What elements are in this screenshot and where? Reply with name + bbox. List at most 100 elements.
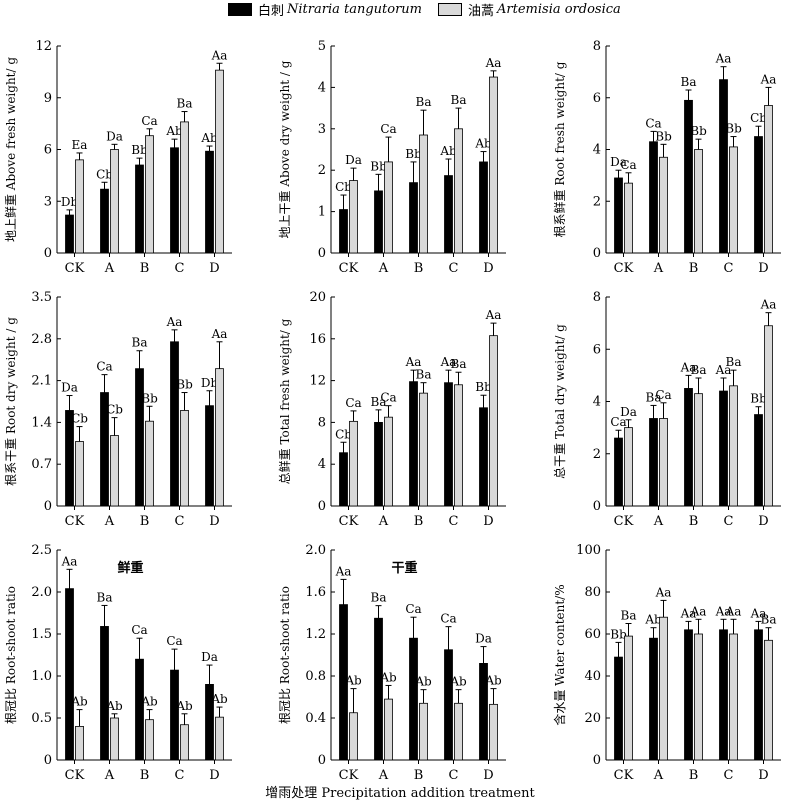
p5-sig-label: Ca	[380, 391, 396, 405]
p7-x-tick-label: CK	[65, 768, 85, 783]
p6-bar-s1-A	[649, 418, 658, 507]
p4-y-axis-label: 根系干重 Root dry weight / g	[4, 317, 18, 486]
p9-x-tick-label: A	[653, 768, 664, 783]
p5-x-tick-label: D	[483, 514, 493, 529]
p8-bar-s2-D	[489, 703, 498, 761]
p7-x-tick-label: D	[209, 768, 219, 783]
p6-bar-s1-D	[754, 414, 763, 507]
p5-sig-label: Ba	[416, 368, 432, 382]
p9-bar-s2-A	[659, 616, 668, 761]
p5-x-tick-label: C	[449, 514, 459, 529]
p6-y-tick-label: 8	[593, 290, 601, 305]
p8-sig-label: Ab	[379, 670, 397, 684]
p2-bar-s2-A	[384, 161, 393, 254]
p4-bar-s1-C	[170, 341, 179, 507]
p3-x-tick-label: CK	[614, 261, 634, 276]
p6-bar-s2-C	[729, 385, 738, 507]
p7-bar-s1-A	[100, 626, 109, 761]
p4-x-tick-label: CK	[65, 514, 85, 529]
p8-sig-label: Ca	[440, 612, 456, 626]
p2-bar-s2-C	[454, 128, 463, 254]
p2-x-tick-label: D	[483, 261, 493, 276]
p5-x-tick-label: A	[378, 514, 389, 529]
p8-y-tick-label: 0.4	[305, 711, 326, 726]
p3-y-tick-label: 6	[593, 91, 601, 106]
p1-x-tick-label: A	[104, 261, 115, 276]
p4-x-tick-label: A	[104, 514, 115, 529]
p8-x-tick-label: A	[378, 768, 389, 783]
p9-y-tick-label: 40	[584, 669, 601, 684]
p8-x-tick-label: C	[449, 768, 459, 783]
p7-y-tick-label: 2.0	[31, 585, 52, 600]
p6-x-tick-label: C	[724, 514, 734, 529]
p6-y-tick-label: 6	[593, 342, 601, 357]
p1-sig-label: Ca	[141, 114, 157, 128]
p6-y-axis-label: 总干重 Total dry weight/ g	[553, 324, 567, 479]
p1-bar-s2-B	[145, 135, 154, 254]
p1-bar-s1-A	[100, 188, 109, 254]
p1-bar-s2-CK	[75, 159, 84, 254]
p7-panel-title: 鲜重	[117, 560, 143, 576]
p4-x-tick-label: B	[140, 514, 150, 529]
p5-sig-label: Ca	[345, 396, 361, 410]
p5-y-axis-label: 总鲜重 Total fresh weight/ g	[278, 318, 292, 484]
p8-bar-s1-C	[444, 649, 453, 761]
legend-label-latin-2: Artemisia ordosica	[497, 1, 621, 17]
p1-y-tick-label: 9	[44, 91, 52, 106]
p6-y-tick-label: 2	[593, 447, 601, 462]
p2-y-tick-label: 5	[318, 39, 326, 54]
p9-sig-label: Ba	[761, 613, 777, 627]
p2-sig-label: Bb	[405, 147, 422, 161]
p5-y-tick-label: 8	[318, 415, 326, 430]
p1-y-axis-label: 地上鲜重 Above fresh weight/ g	[4, 57, 18, 242]
p7-x-tick-label: A	[104, 768, 115, 783]
p2-bar-s2-CK	[349, 180, 358, 254]
p4-sig-label: Bb	[176, 378, 193, 392]
p7-y-tick-label: 1.5	[31, 627, 52, 642]
p6-sig-label: Bb	[750, 392, 767, 406]
p6-sig-label: Ba	[726, 355, 742, 369]
p9-x-tick-label: D	[758, 768, 768, 783]
p9-y-tick-label: 100	[576, 543, 601, 558]
p8-x-tick-label: D	[483, 768, 493, 783]
p1-bar-s2-C	[180, 121, 189, 254]
p4-bar-s1-D	[205, 405, 214, 507]
p9-bar-s2-CK	[624, 635, 633, 761]
p3-y-tick-label: 2	[593, 194, 601, 209]
p3-bar-s1-D	[754, 136, 763, 254]
p6-x-tick-label: A	[653, 514, 664, 529]
p3-sig-label: Aa	[760, 72, 777, 86]
p8-y-axis-label: 根冠比 Root-shoot ratio	[278, 586, 292, 724]
p7-sig-label: Ab	[70, 695, 88, 709]
p2-y-axis-label: 地上干重 Above dry weight / g	[278, 60, 292, 238]
p8-bar-s1-B	[409, 637, 418, 761]
p3-sig-label: Ca	[645, 116, 661, 130]
p6-sig-label: Aa	[715, 363, 732, 377]
p6-bar-s2-D	[764, 325, 773, 507]
p2-sig-label: Aa	[485, 56, 502, 70]
legend-item-artemisia: 油蒿 Artemisia ordosica	[438, 0, 621, 19]
p9-sig-label: Aa	[750, 606, 767, 620]
p6-y-tick-label: 4	[593, 395, 601, 410]
legend-label-latin-1: Nitraria tangutorum	[287, 1, 422, 17]
p5-bar-s2-B	[419, 392, 428, 507]
p2-sig-label: Cb	[335, 180, 352, 194]
p8-panel-title: 干重	[391, 560, 417, 576]
p5-bar-s1-A	[374, 421, 383, 507]
p2-y-tick-label: 4	[318, 80, 326, 95]
p7-bar-s1-B	[135, 658, 144, 761]
p3-bar-s2-D	[764, 105, 773, 254]
p3-x-tick-label: C	[724, 261, 734, 276]
p1-x-tick-label: C	[175, 261, 185, 276]
p2-bar-s1-A	[374, 190, 383, 254]
p9-sig-label: Ba	[621, 609, 637, 623]
p5-bar-s2-D	[489, 335, 498, 507]
legend-swatch-black	[228, 2, 252, 16]
p4-bar-s2-CK	[75, 441, 84, 507]
p6-y-tick-label: 0	[593, 499, 601, 514]
p9-bar-s2-B	[694, 633, 703, 761]
p5-bar-s1-D	[479, 407, 488, 507]
p8-x-tick-label: CK	[339, 768, 359, 783]
p6-sig-label: Ca	[610, 415, 626, 429]
p4-sig-label: Bb	[141, 391, 158, 405]
